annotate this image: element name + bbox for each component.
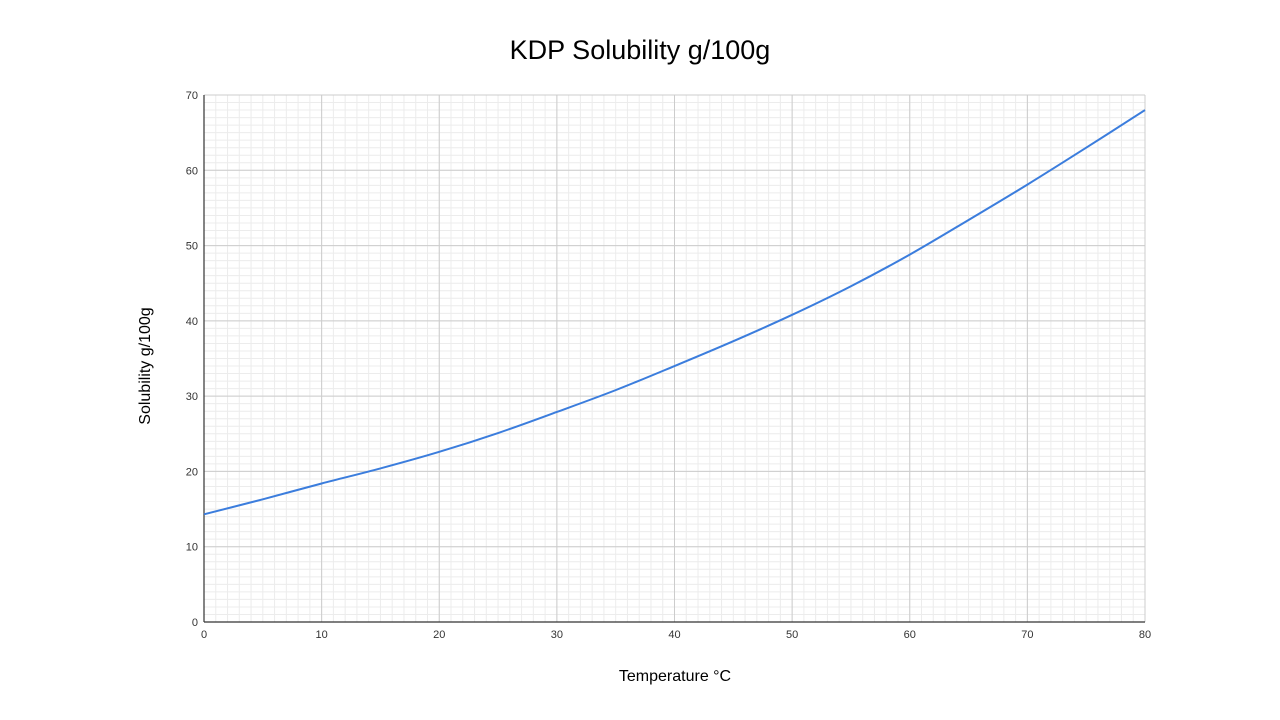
x-tick-label: 10: [316, 629, 328, 641]
x-tick-label: 50: [786, 629, 798, 641]
x-tick-label: 70: [1021, 629, 1033, 641]
x-tick-label: 30: [551, 629, 563, 641]
y-tick-label: 40: [186, 316, 198, 328]
x-tick-label: 20: [433, 629, 445, 641]
y-tick-label: 30: [186, 391, 198, 403]
y-tick-label: 20: [186, 466, 198, 478]
y-axis-title: Solubility g/100g: [137, 307, 154, 424]
x-axis-title: Temperature °C: [619, 668, 731, 685]
series-group: [203, 109, 1146, 516]
y-tick-label: 10: [186, 542, 198, 554]
grid: [203, 94, 1146, 623]
x-tick-labels: 0 10 20 30 40 50 60 70 80: [201, 629, 1151, 641]
x-tick-label: 0: [201, 629, 207, 641]
y-tick-label: 60: [186, 165, 198, 177]
chart-title: KDP Solubility g/100g: [510, 35, 771, 65]
axes: [203, 95, 1145, 623]
x-tick-label: 40: [668, 629, 680, 641]
y-tick-label: 50: [186, 241, 198, 253]
x-tick-label: 60: [904, 629, 916, 641]
y-tick-label: 70: [186, 90, 198, 102]
x-tick-label: 80: [1139, 629, 1151, 641]
y-tick-labels: 0 10 20 30 40 50 60 70: [186, 90, 198, 629]
series-line: [203, 109, 1146, 516]
y-tick-label: 0: [192, 617, 198, 629]
